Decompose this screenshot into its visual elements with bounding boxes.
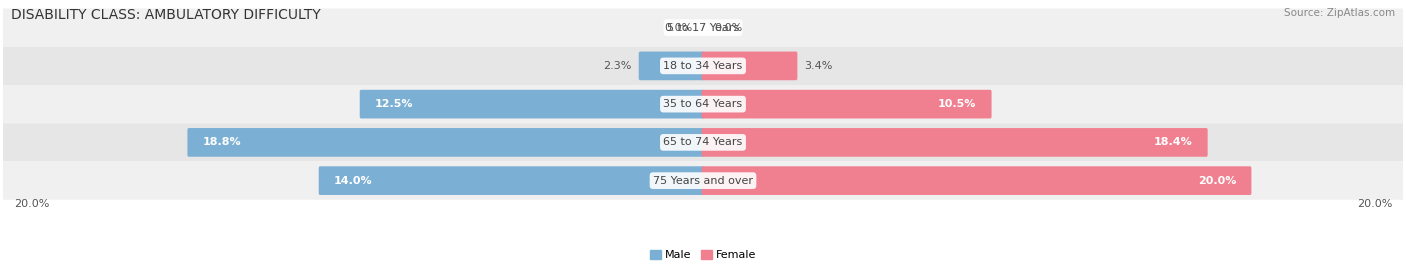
Text: 18 to 34 Years: 18 to 34 Years <box>664 61 742 71</box>
FancyBboxPatch shape <box>0 161 1406 200</box>
Text: Source: ZipAtlas.com: Source: ZipAtlas.com <box>1284 8 1395 18</box>
FancyBboxPatch shape <box>0 9 1406 47</box>
Text: 3.4%: 3.4% <box>804 61 832 71</box>
Text: 0.0%: 0.0% <box>714 23 742 33</box>
Text: 18.4%: 18.4% <box>1154 137 1192 147</box>
Text: 0.0%: 0.0% <box>664 23 692 33</box>
FancyBboxPatch shape <box>702 128 1208 157</box>
Legend: Male, Female: Male, Female <box>645 246 761 265</box>
FancyBboxPatch shape <box>0 123 1406 161</box>
FancyBboxPatch shape <box>360 90 704 118</box>
FancyBboxPatch shape <box>638 52 704 80</box>
FancyBboxPatch shape <box>0 47 1406 85</box>
Text: 35 to 64 Years: 35 to 64 Years <box>664 99 742 109</box>
FancyBboxPatch shape <box>702 90 991 118</box>
Text: 75 Years and over: 75 Years and over <box>652 176 754 186</box>
Text: 5 to 17 Years: 5 to 17 Years <box>666 23 740 33</box>
Text: 20.0%: 20.0% <box>1198 176 1236 186</box>
Text: 18.8%: 18.8% <box>202 137 240 147</box>
Text: 12.5%: 12.5% <box>375 99 413 109</box>
FancyBboxPatch shape <box>319 166 704 195</box>
FancyBboxPatch shape <box>702 166 1251 195</box>
Text: 20.0%: 20.0% <box>14 199 49 208</box>
FancyBboxPatch shape <box>0 85 1406 123</box>
Text: 10.5%: 10.5% <box>938 99 977 109</box>
FancyBboxPatch shape <box>187 128 704 157</box>
Text: 20.0%: 20.0% <box>1357 199 1392 208</box>
Text: DISABILITY CLASS: AMBULATORY DIFFICULTY: DISABILITY CLASS: AMBULATORY DIFFICULTY <box>11 8 321 22</box>
Text: 2.3%: 2.3% <box>603 61 631 71</box>
FancyBboxPatch shape <box>702 52 797 80</box>
Text: 14.0%: 14.0% <box>333 176 373 186</box>
Text: 65 to 74 Years: 65 to 74 Years <box>664 137 742 147</box>
